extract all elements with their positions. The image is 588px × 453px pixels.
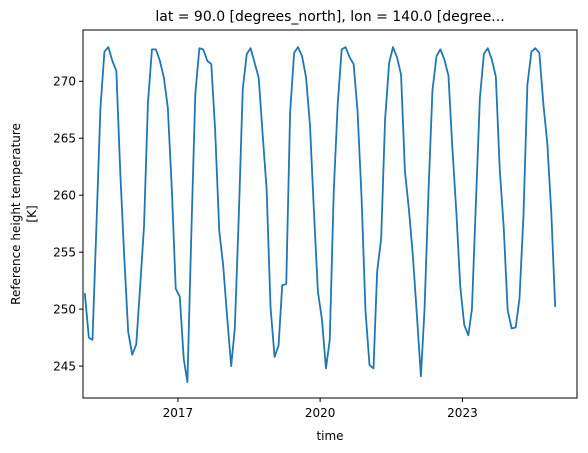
y-tick-label: 245 [53,359,76,373]
plot-area: 245 250 255 260 265 270 2017 2020 2023 [53,29,578,420]
y-axis: 245 250 255 260 265 270 [53,75,83,373]
y-axis-label: Reference height temperature [K] [9,123,39,305]
x-tick-label: 2017 [163,406,194,420]
series-line [83,46,557,383]
axes-frame [82,29,578,399]
y-tick-label: 270 [53,75,76,89]
x-axis-label: time [316,429,343,443]
y-tick-label: 265 [53,132,76,146]
y-axis-label-line: [K] [25,205,39,222]
y-tick-label: 250 [53,302,76,316]
y-axis-label-line: Reference height temperature [9,123,23,305]
x-tick-label: 2020 [305,406,336,420]
y-tick-label: 260 [53,189,76,203]
x-tick-label: 2023 [447,406,478,420]
series-layer [83,46,557,383]
x-axis: 2017 2020 2023 [163,398,478,420]
chart-title: lat = 90.0 [degrees_north], lon = 140.0 … [155,9,504,25]
y-tick-label: 255 [53,245,76,259]
